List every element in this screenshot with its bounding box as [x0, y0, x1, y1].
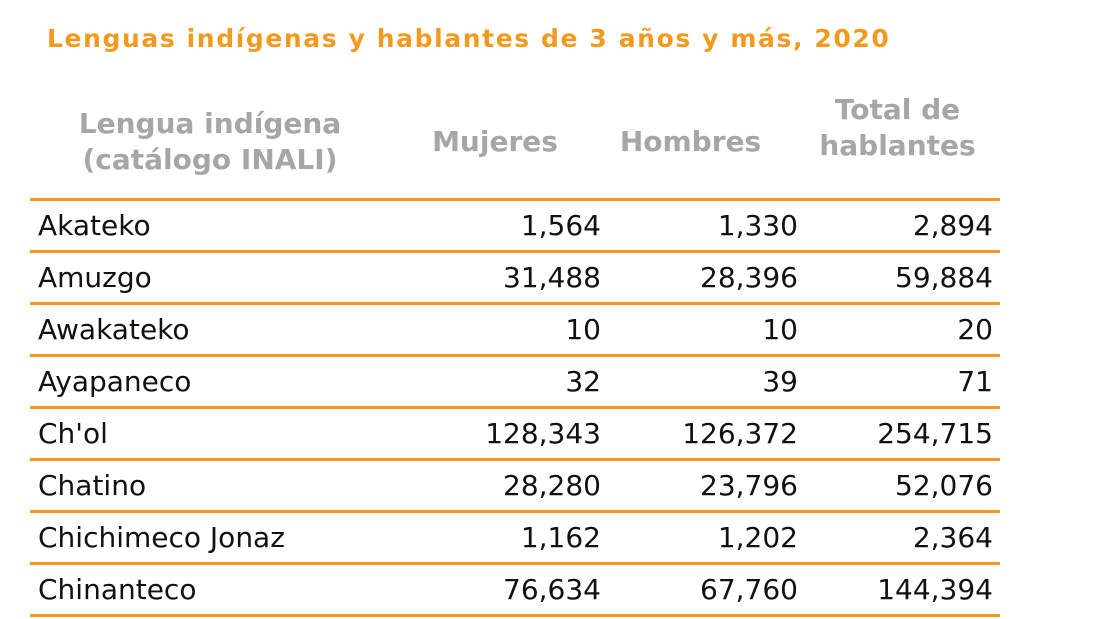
column-header-mujeres: Mujeres — [432, 125, 558, 158]
cell-hombres: 23,796 — [700, 469, 798, 502]
table-row: Ch'ol 128,343 126,372 254,715 — [30, 409, 1000, 461]
cell-hombres: 1,202 — [717, 521, 798, 554]
table-row: Chichimeco Jonaz 1,162 1,202 2,364 — [30, 513, 1000, 565]
cell-total: 52,076 — [895, 469, 993, 502]
cell-mujeres: 1,564 — [520, 209, 601, 242]
table-row: Awakateko 10 10 20 — [30, 305, 1000, 357]
cell-total: 2,894 — [912, 209, 993, 242]
column-header-hombres: Hombres — [619, 125, 762, 158]
cell-mujeres: 28,280 — [503, 469, 601, 502]
column-header-lengua: Lengua indígena (catálogo INALI) — [78, 107, 342, 176]
table-row: Akateko 1,564 1,330 2,894 — [30, 201, 1000, 253]
cell-hombres: 10 — [762, 313, 798, 346]
cell-mujeres: 1,162 — [520, 521, 601, 554]
cell-total: 71 — [957, 365, 993, 398]
cell-lengua: Amuzgo — [38, 261, 152, 294]
cell-total: 59,884 — [895, 261, 993, 294]
table-row: Amuzgo 31,488 28,396 59,884 — [30, 253, 1000, 305]
cell-total: 2,364 — [912, 521, 993, 554]
cell-mujeres: 76,634 — [503, 573, 601, 606]
cell-mujeres: 31,488 — [503, 261, 601, 294]
cell-total: 20 — [957, 313, 993, 346]
cell-total: 144,394 — [877, 573, 993, 606]
table-top-rule — [30, 198, 1000, 201]
cell-mujeres: 32 — [565, 365, 601, 398]
cell-lengua: Awakateko — [38, 313, 190, 346]
cell-hombres: 67,760 — [700, 573, 798, 606]
cell-mujeres: 10 — [565, 313, 601, 346]
cell-hombres: 126,372 — [682, 417, 798, 450]
cell-lengua: Chichimeco Jonaz — [38, 521, 285, 554]
cell-lengua: Chatino — [38, 469, 147, 502]
table-row: Chinanteco 76,634 67,760 144,394 — [30, 565, 1000, 617]
cell-total: 254,715 — [877, 417, 993, 450]
cell-lengua: Ch'ol — [38, 417, 108, 450]
cell-lengua: Chinanteco — [38, 573, 197, 606]
table-row: Chatino 28,280 23,796 52,076 — [30, 461, 1000, 513]
cell-mujeres: 128,343 — [485, 417, 601, 450]
cell-hombres: 1,330 — [717, 209, 798, 242]
cell-lengua: Akateko — [38, 209, 151, 242]
column-header-total: Total de hablantes — [819, 93, 976, 162]
cell-hombres: 39 — [762, 365, 798, 398]
cell-lengua: Ayapaneco — [38, 365, 192, 398]
page-title: Lenguas indígenas y hablantes de 3 años … — [47, 24, 891, 53]
cell-hombres: 28,396 — [700, 261, 798, 294]
speakers-table: Akateko 1,564 1,330 2,894 Amuzgo 31,488 … — [30, 198, 1000, 617]
table-row: Ayapaneco 32 39 71 — [30, 357, 1000, 409]
